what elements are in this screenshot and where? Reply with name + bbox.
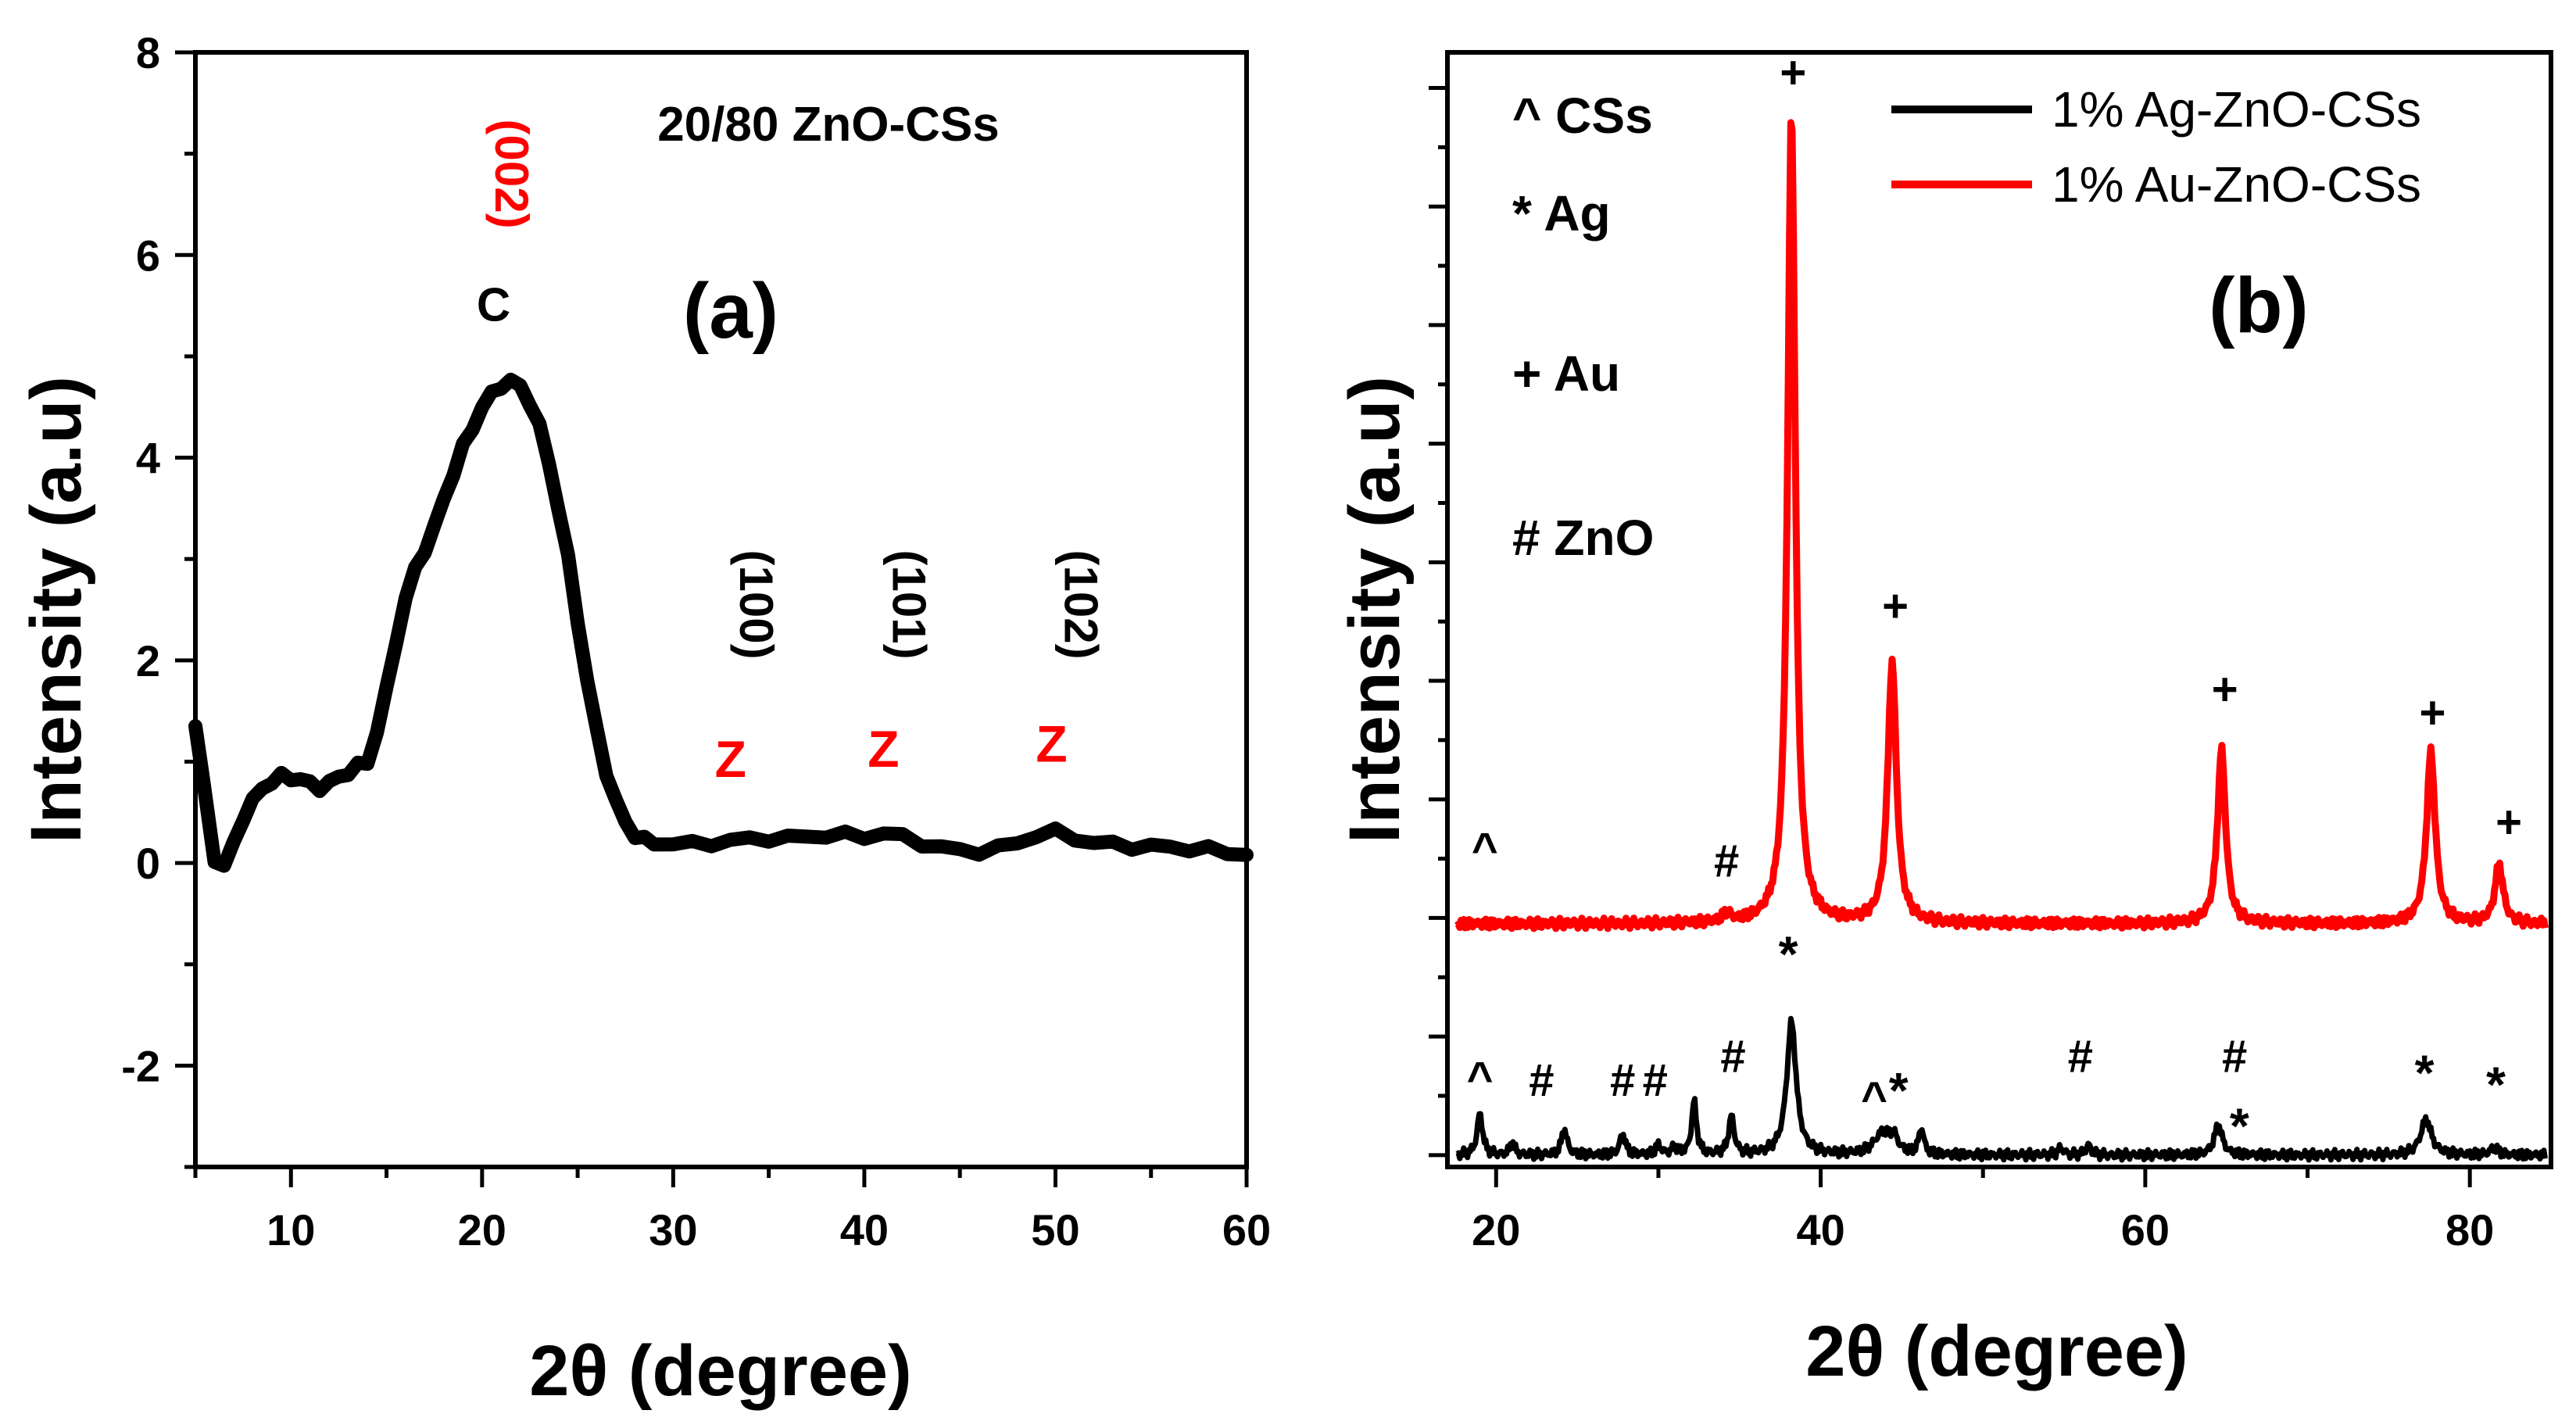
panel-b-plot-frame bbox=[1445, 50, 2553, 1169]
panel-a-x-tick-label: 50 bbox=[1031, 1205, 1079, 1255]
panel-b-peak-marker: # bbox=[2222, 1032, 2247, 1083]
panel-a-x-tick-label: 40 bbox=[840, 1205, 889, 1255]
panel-a-annotation: Z bbox=[868, 720, 899, 778]
panel-b-peak-marker: # bbox=[1610, 1055, 1635, 1106]
panel-a-annotation: (101) bbox=[883, 549, 936, 659]
key-css: ^ CSs bbox=[1512, 88, 1653, 144]
panel-b-peak-marker: * bbox=[1779, 926, 1798, 983]
panel-a-plot-frame bbox=[193, 50, 1249, 1169]
panel-a-x-tick-label: 10 bbox=[267, 1205, 315, 1255]
panel-a-x-axis-label: 2θ (degree) bbox=[529, 1331, 911, 1411]
panel-b-annotations: +++ ++^ #*^ # # # #^ *# #** * bbox=[1467, 48, 2522, 1154]
panel-a-ticks: 10 20 30 40 50 60 -2 0 2 4 6 8 bbox=[121, 28, 1271, 1255]
panel-a-y-tick-label: 0 bbox=[136, 839, 160, 888]
panel-b-peak-marker: # bbox=[1643, 1055, 1668, 1106]
panel-a-annotation: (002) bbox=[485, 120, 538, 229]
panel-b-peak-marker: ^ bbox=[1467, 1053, 1494, 1104]
panel-a-y-tick-label: 8 bbox=[136, 28, 160, 77]
panel-a-x-tick-label: 60 bbox=[1222, 1205, 1271, 1255]
panel-b-x-tick-label: 60 bbox=[2121, 1205, 2170, 1255]
panel-b-peak-marker: * bbox=[1889, 1062, 1909, 1119]
legend-label-ag: 1% Ag-ZnO-CSs bbox=[2052, 81, 2421, 138]
panel-b-peak-marker: # bbox=[1714, 836, 1739, 886]
panel-a-chart: 10 20 30 40 50 60 -2 0 2 4 6 8 (002) C (100) Z (101) Z (1… bbox=[16, 28, 1271, 1411]
panel-b-legend: 1% Ag-ZnO-CSs 1% Au-ZnO-CSs bbox=[1891, 81, 2421, 213]
panel-a-y-tick-label: 4 bbox=[136, 434, 160, 483]
panel-b-peak-marker: * bbox=[2415, 1044, 2435, 1101]
panel-a-annotation: (100) bbox=[730, 549, 782, 659]
panel-b-peak-marker: ^ bbox=[1472, 824, 1498, 875]
panel-a-series-line bbox=[188, 372, 1254, 873]
panel-b-peak-marker: * bbox=[2486, 1057, 2506, 1113]
panel-b-ticks: 20 40 60 80 bbox=[1429, 86, 2494, 1255]
panel-a-y-tick-label: 6 bbox=[136, 231, 160, 280]
panel-b-peak-marker: + bbox=[2496, 796, 2522, 847]
panel-b-y-axis-label: Intensity (a.u) bbox=[1335, 376, 1415, 843]
panel-b-label: (b) bbox=[2209, 262, 2309, 349]
panel-b-peak-marker: # bbox=[2068, 1032, 2093, 1083]
panel-a-x-tick-label: 20 bbox=[458, 1205, 506, 1255]
panel-b-peak-marker: + bbox=[2212, 664, 2238, 714]
panel-b-x-tick-label: 40 bbox=[1796, 1205, 1844, 1255]
panel-b-series-au-line bbox=[1454, 119, 2549, 932]
panel-a-annotation: (102) bbox=[1055, 549, 1107, 659]
legend-label-au: 1% Au-ZnO-CSs bbox=[2052, 156, 2421, 213]
panel-a-annotation: C bbox=[477, 279, 510, 331]
panel-a-y-axis-label: Intensity (a.u) bbox=[16, 376, 96, 843]
key-zno: # ZnO bbox=[1512, 510, 1654, 566]
panel-a-annotations: (002) C (100) Z (101) Z (102) Z bbox=[477, 120, 1107, 788]
panel-a-annotation: Z bbox=[1036, 714, 1067, 772]
panel-a-x-tick-label: 30 bbox=[649, 1205, 697, 1255]
panel-b-symbol-key: ^ CSs * Ag + Au # ZnO bbox=[1512, 88, 1654, 566]
panel-b-x-tick-label: 20 bbox=[1472, 1205, 1520, 1255]
panel-b-x-axis-label: 2θ (degree) bbox=[1805, 1312, 2188, 1391]
panel-b-peak-marker: + bbox=[1780, 48, 1806, 98]
panel-a-y-tick-label: 2 bbox=[136, 636, 160, 685]
panel-a-annotation: Z bbox=[715, 730, 746, 788]
panel-b-peak-marker: * bbox=[2230, 1098, 2249, 1154]
panel-b-peak-marker: # bbox=[1720, 1032, 1745, 1083]
panel-a-label: (a) bbox=[683, 267, 778, 355]
key-au: + Au bbox=[1512, 345, 1620, 402]
panel-b-chart: 20 40 60 80 +++ ++^ #*^ # # # #^ *# #** * 1% Ag-ZnO-… bbox=[1335, 48, 2553, 1391]
panel-a-y-tick-label: -2 bbox=[121, 1041, 160, 1090]
panel-b-peak-marker: ^ bbox=[1861, 1073, 1887, 1124]
panel-b-peak-marker: # bbox=[1529, 1055, 1554, 1106]
panel-b-peak-marker: + bbox=[1882, 581, 1909, 632]
panel-b-series-ag-line bbox=[1455, 1015, 2548, 1163]
panel-b-peak-marker: + bbox=[2419, 688, 2445, 739]
key-ag: * Ag bbox=[1512, 185, 1611, 242]
panel-b-x-tick-label: 80 bbox=[2445, 1205, 2494, 1255]
panel-a-title: 20/80 ZnO-CSs bbox=[657, 98, 1000, 152]
